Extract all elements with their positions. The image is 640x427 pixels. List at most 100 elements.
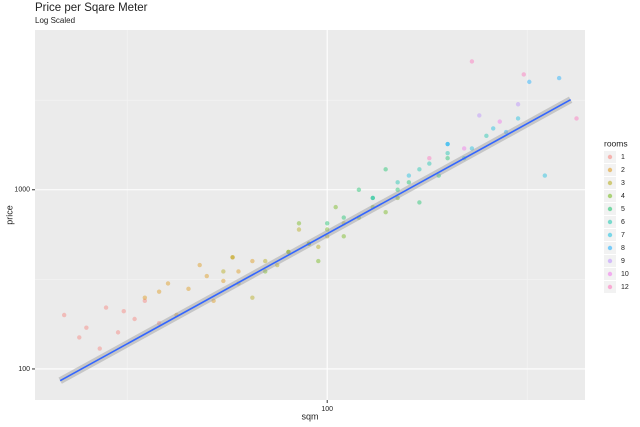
legend-label: 12 <box>621 284 629 291</box>
data-point <box>406 173 412 178</box>
data-point <box>445 141 450 147</box>
data-point <box>395 187 400 192</box>
data-point <box>469 59 475 64</box>
data-point <box>521 72 526 77</box>
data-point <box>542 173 548 178</box>
y-tick-label: 100 <box>18 366 30 373</box>
data-point <box>263 269 268 274</box>
data-point <box>427 156 432 161</box>
data-point <box>221 269 226 274</box>
data-point <box>221 278 226 284</box>
y-axis-label: price <box>4 205 14 225</box>
data-point <box>427 161 432 166</box>
legend-label: 9 <box>621 258 625 265</box>
data-point <box>115 330 121 335</box>
data-point <box>316 244 321 250</box>
legend-label: 8 <box>621 245 625 252</box>
data-point <box>515 116 521 121</box>
data-point <box>497 119 502 124</box>
legend-label: 4 <box>621 193 625 200</box>
legend-marker <box>607 206 613 212</box>
data-point <box>356 187 362 192</box>
x-axis-label: sqm <box>301 411 318 421</box>
chart-title: Price per Sqare Meter <box>35 2 148 14</box>
legend-label: 7 <box>621 232 625 239</box>
data-point <box>417 167 422 172</box>
legend-marker <box>607 245 613 251</box>
data-point <box>230 255 235 260</box>
plot-panel <box>35 30 585 400</box>
data-point <box>316 258 321 264</box>
legend-label: 3 <box>621 180 625 187</box>
data-point <box>436 173 441 178</box>
legend-label: 6 <box>621 219 625 226</box>
data-point <box>250 295 255 300</box>
data-point <box>527 79 532 85</box>
trend-line <box>59 99 572 382</box>
legend-marker <box>607 258 613 264</box>
data-point <box>204 273 209 279</box>
data-point <box>132 316 137 322</box>
data-point <box>197 262 202 268</box>
data-point <box>341 215 346 220</box>
data-point <box>406 180 412 185</box>
data-point <box>97 346 102 351</box>
data-point <box>165 281 171 286</box>
data-point <box>296 227 302 232</box>
data-point <box>286 249 291 255</box>
chart-subtitle: Log Scaled <box>35 16 75 25</box>
data-point <box>383 167 388 172</box>
legend-label: 5 <box>621 206 625 213</box>
data-point <box>250 258 255 264</box>
data-point <box>445 150 450 156</box>
legend-marker <box>607 232 613 238</box>
legend-marker <box>607 180 613 186</box>
data-point <box>477 113 482 118</box>
data-point <box>383 209 388 215</box>
data-point <box>445 156 450 161</box>
data-point <box>236 269 241 274</box>
data-point <box>417 200 422 205</box>
data-point <box>142 295 148 300</box>
data-point <box>142 298 148 304</box>
data-point <box>469 146 475 151</box>
data-point <box>370 195 375 201</box>
data-point <box>556 75 562 81</box>
data-point <box>395 180 400 185</box>
legend-marker <box>607 271 613 277</box>
legend-marker <box>607 167 613 173</box>
data-point <box>296 221 302 226</box>
legend-marker <box>607 284 613 290</box>
data-point <box>156 321 162 326</box>
legend-marker <box>607 193 613 199</box>
data-point <box>484 133 489 139</box>
data-point <box>263 258 268 264</box>
data-point <box>84 325 89 330</box>
x-tick-label: 100 <box>321 406 333 413</box>
data-point <box>186 286 191 292</box>
data-point <box>286 249 291 255</box>
data-point <box>491 126 496 131</box>
legend-label: 2 <box>621 167 625 174</box>
data-point <box>325 221 330 226</box>
legend-label: 10 <box>621 271 629 278</box>
y-tick-label: 1000 <box>14 187 30 194</box>
data-point <box>121 309 126 314</box>
data-point <box>515 102 521 107</box>
data-point <box>275 262 280 268</box>
data-point <box>461 146 467 151</box>
data-point <box>61 312 67 318</box>
data-point <box>370 195 375 201</box>
data-point <box>103 305 109 310</box>
data-point <box>341 234 346 239</box>
legend-title: rooms <box>604 138 628 148</box>
legend-marker <box>607 219 613 225</box>
data-point <box>395 195 400 201</box>
data-point <box>445 141 450 147</box>
data-point <box>211 298 216 304</box>
data-point <box>333 204 338 210</box>
data-point <box>77 335 82 340</box>
legend-marker <box>607 154 613 160</box>
data-point <box>574 116 579 121</box>
